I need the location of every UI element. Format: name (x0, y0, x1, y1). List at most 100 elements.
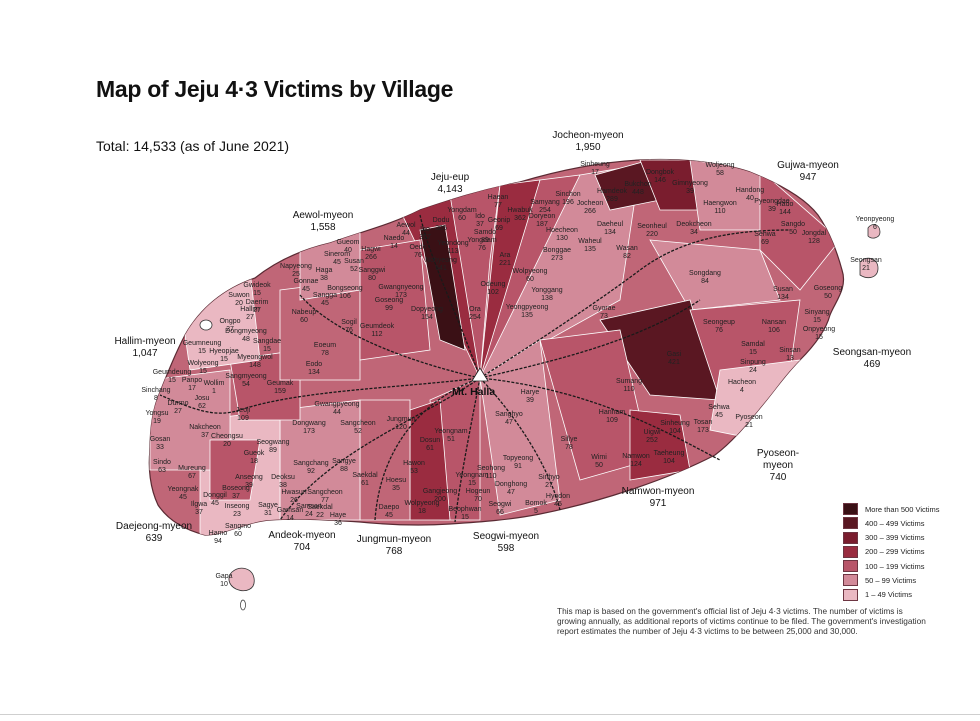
legend-swatch (843, 574, 858, 587)
region-seogwi: Seogwi-myeon 598 (470, 531, 542, 555)
legend-label: 1 – 49 Victims (865, 590, 912, 600)
village-value: 25 (292, 271, 300, 278)
village-value: 15 (461, 514, 469, 521)
village-label: Susan (773, 286, 793, 293)
village-value: 144 (779, 209, 791, 216)
village-label: Saekdal (352, 472, 378, 479)
legend-item: 200 – 299 Victims (843, 545, 939, 559)
region-hallim: Hallim-myeon 1,047 (110, 336, 180, 360)
region-jeju: Jeju-eup 4,143 (420, 172, 480, 196)
village-value: 39 (526, 397, 534, 404)
village-value: 24 (749, 367, 757, 374)
village-value: 159 (274, 388, 286, 395)
village-label: Sogil (341, 319, 357, 326)
village-value: 50 (789, 229, 797, 236)
page-title: Map of Jeju 4·3 Victims by Village (96, 76, 454, 102)
village-value: 34 (690, 229, 698, 236)
region-daejeong: Daejeong-myeon 639 (114, 521, 194, 545)
village-label: Inseong (225, 503, 250, 510)
village-value: 94 (214, 538, 222, 545)
legend-swatch (843, 588, 858, 601)
village-label: Wolyeong (187, 360, 218, 367)
region-name: Aewol-myeon (292, 210, 354, 221)
bottom-divider (0, 714, 980, 715)
village-value: 5 (534, 508, 538, 515)
village-label: Ora (469, 306, 481, 313)
village-label: Daeheul (597, 221, 624, 228)
village-label: Hacheon (728, 379, 756, 386)
village-label: Gonnae (294, 278, 319, 285)
village-label: Donghong (495, 481, 527, 488)
marado-island (240, 599, 246, 611)
village-value: 39 (768, 206, 776, 213)
village-label: Mureung (178, 465, 206, 472)
region-name: Jungmun-myeon (356, 534, 432, 545)
village-value: 124 (630, 461, 642, 468)
legend-swatch (843, 531, 858, 544)
village-label: Yeongpyeong (506, 304, 549, 311)
village-value: 134 (604, 229, 616, 236)
region-name: Daejeong-myeon (115, 521, 193, 532)
village-label: Cheongsu (211, 433, 243, 440)
village-value: 138 (541, 295, 553, 302)
village-value: 120 (395, 424, 407, 431)
legend-item: More than 500 Victims (843, 502, 939, 516)
village-label: Hagwi (361, 246, 381, 253)
village-label: Uigwi (643, 429, 661, 436)
village-value: 134 (308, 369, 320, 376)
village-value: 62 (198, 403, 206, 410)
village-label: Daerim (246, 299, 269, 306)
village-value: 89 (269, 447, 277, 454)
village-value: 130 (556, 235, 568, 242)
village-value: 357 (419, 234, 431, 241)
village-label: Wimi (591, 454, 607, 461)
village-label: Samyang (530, 199, 560, 206)
village-value: 19 (153, 418, 161, 425)
village-value: 106 (768, 327, 780, 334)
village-label: Napyeong (280, 263, 312, 270)
village-label: Sinchang (141, 387, 170, 394)
village-value: 48 (242, 336, 250, 343)
village-label: Sangdo (781, 221, 805, 228)
village-label: Dongwang (292, 420, 326, 427)
village-value: 45 (211, 500, 219, 507)
village-label: Sangdae (253, 338, 281, 345)
village-value: 15 (253, 290, 261, 297)
village-label: Pyoseon (735, 414, 762, 421)
district-borders (159, 214, 791, 523)
village-label: Taeheung (654, 450, 685, 457)
village-value: 23 (233, 511, 241, 518)
village-label: Jocheon (577, 200, 604, 207)
region-value: 639 (145, 533, 163, 544)
village-value: 18 (250, 458, 258, 465)
village-label: Woljeong (705, 162, 734, 169)
village-value: 69 (761, 239, 769, 246)
village-label: Ilgwa (191, 501, 207, 508)
village-value: 27 (226, 326, 234, 333)
region-namwon: Namwon-myeon 971 (620, 486, 696, 510)
legend-label: 400 – 499 Victims (865, 518, 925, 528)
village-label: Sangcheon (340, 420, 376, 427)
village-value: 104 (669, 428, 681, 435)
village-value: 45 (385, 512, 393, 519)
village-label: Gangjeong (423, 488, 457, 495)
village-value: 39 (686, 188, 694, 195)
village-value: 76 (414, 252, 422, 259)
village-label: Sangmyeong (225, 373, 266, 380)
village-value: 21 (745, 422, 753, 429)
village-label: Sinyang (804, 309, 829, 316)
village-value: 15 (263, 346, 271, 353)
map-legend: More than 500 Victims 400 – 499 Victims … (843, 502, 939, 602)
village-label: Wollim (204, 380, 225, 387)
region-value: 768 (385, 546, 403, 557)
village-label: Suwon (228, 292, 250, 299)
village-value: 135 (584, 246, 596, 253)
village-label: Daepo (379, 504, 400, 511)
village-value: 266 (365, 254, 377, 261)
village-value: 47 (505, 419, 513, 426)
village-value: 220 (646, 231, 658, 238)
village-value: 61 (361, 480, 369, 487)
village-label: Jongdal (802, 230, 827, 237)
village-value: 15 (813, 317, 821, 324)
village-value: 305 (435, 225, 447, 232)
